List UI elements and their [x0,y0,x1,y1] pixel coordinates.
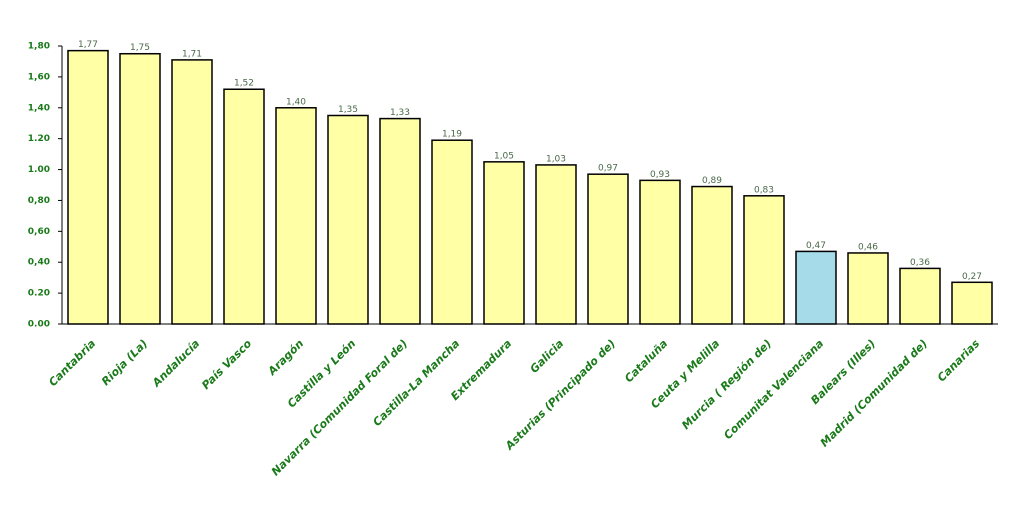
bar [899,267,941,325]
bar [171,59,213,325]
x-tick-label: Cataluña [622,337,670,385]
value-label: 1,71 [182,49,202,59]
bar [951,281,993,325]
value-label: 1,40 [286,97,306,107]
value-label: 1,35 [338,105,358,115]
y-tick-label: 1,60 [28,72,50,82]
bar [795,250,837,325]
value-label: 1,52 [234,79,254,89]
y-tick-label: 1.20 [28,134,50,144]
y-tick-label: 0.20 [28,289,50,299]
x-tick-label: Aragón [265,337,307,379]
x-tick-label: Comunitat Valenciana [721,337,826,442]
value-label: 0,46 [858,242,878,252]
x-tick-label: Canarias [935,337,983,385]
bar [275,107,317,325]
y-tick-label: 0.00 [28,320,50,330]
y-tick-label: 0,60 [28,227,50,237]
bar [691,185,733,325]
value-label: 0,47 [806,241,826,251]
y-tick-label: 1,80 [28,42,50,52]
x-tick-label: Cantabria [46,337,98,389]
bar [847,252,889,325]
value-label: 0,27 [962,272,982,282]
y-tick-label: 0,40 [28,258,50,268]
bar [379,117,421,325]
value-label: 0,36 [910,258,930,268]
y-tick-label: 1,40 [28,103,50,113]
value-label: 0,83 [754,185,774,195]
bar [223,88,265,325]
value-label: 1,05 [494,151,514,161]
bar [639,179,681,325]
bar [119,52,161,325]
y-tick-label: 0,80 [28,196,50,206]
bar [587,173,629,325]
x-tick-label: Galicia [528,337,567,376]
x-tick-label: País Vasco [199,337,254,392]
value-label: 1,75 [130,43,150,53]
x-tick-label: Castilla-La Mancha [370,337,462,429]
value-label: 0,97 [598,164,618,174]
x-tick-label: Madrid (Comunidad de) [818,337,930,449]
value-label: 0,89 [702,176,722,186]
bar [327,114,369,325]
x-tick-label: Asturias (Principado de) [502,337,618,453]
value-label: 1,03 [546,154,566,164]
bar [431,139,473,325]
value-label: 1,77 [78,40,98,50]
y-tick-label: 1.00 [28,165,50,175]
value-label: 0,93 [650,170,670,180]
x-tick-label: Rioja (La) [99,337,150,388]
bar [483,161,525,325]
bar [743,195,785,325]
x-tick-label: Andalucía [149,337,202,390]
bar [67,49,109,325]
value-label: 1,19 [442,130,462,140]
x-tick-label: Murcia ( Región de) [679,337,774,432]
bar [535,164,577,325]
value-label: 1,33 [390,108,410,118]
